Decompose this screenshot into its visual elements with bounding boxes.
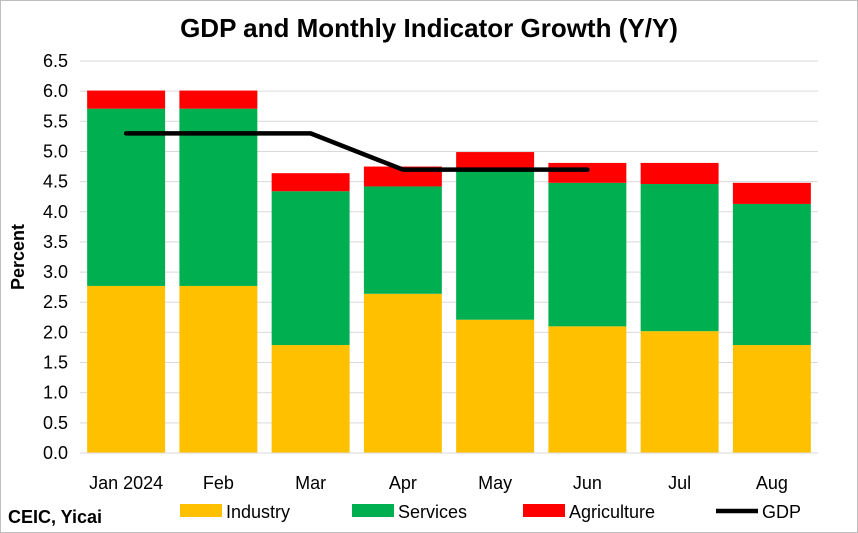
x-tick-label: Mar — [295, 473, 326, 493]
y-tick-label: 0.0 — [43, 443, 68, 463]
legend: Industry Services Agriculture GDP — [180, 502, 801, 522]
bar-agriculture — [87, 90, 166, 109]
y-tick-label: 1.5 — [43, 353, 68, 373]
bar-services — [456, 170, 535, 320]
legend-label-gdp: GDP — [762, 502, 801, 522]
bar-services — [271, 191, 350, 346]
y-tick-label: 3.0 — [43, 262, 68, 282]
x-axis-ticks: Jan 2024 Feb Mar Apr May Jun Jul Aug — [89, 473, 788, 493]
bar-industry — [732, 345, 811, 453]
x-tick-label: May — [478, 473, 512, 493]
bar-industry — [548, 326, 627, 453]
legend-label-agriculture: Agriculture — [569, 502, 655, 522]
bars — [87, 90, 811, 453]
y-axis-ticks: 0.0 0.5 1.0 1.5 2.0 2.5 3.0 3.5 4.0 4.5 5.0 5.5 6.0 6… — [43, 51, 68, 463]
legend-swatch-agriculture — [523, 504, 565, 517]
y-tick-label: 1.0 — [43, 383, 68, 403]
y-tick-label: 0.5 — [43, 413, 68, 433]
bar-industry — [179, 285, 258, 453]
bar-agriculture — [179, 90, 258, 109]
bar-industry — [456, 319, 535, 453]
bar-services — [640, 184, 719, 332]
bar-services — [548, 182, 627, 327]
bar-agriculture — [640, 162, 719, 185]
legend-swatch-services — [352, 504, 394, 517]
y-tick-label: 5.0 — [43, 141, 68, 161]
bar-industry — [87, 285, 166, 453]
y-tick-label: 6.0 — [43, 81, 68, 101]
bar-industry — [271, 345, 350, 453]
chart-title: GDP and Monthly Indicator Growth (Y/Y) — [180, 13, 678, 43]
x-tick-label: Aug — [756, 473, 788, 493]
y-axis-label: Percent — [8, 224, 28, 290]
y-tick-label: 3.5 — [43, 232, 68, 252]
x-tick-label: Jul — [668, 473, 691, 493]
x-tick-label: Feb — [203, 473, 234, 493]
y-tick-label: 4.5 — [43, 172, 68, 192]
x-tick-label: Jan 2024 — [89, 473, 163, 493]
y-tick-label: 2.5 — [43, 292, 68, 312]
bar-services — [179, 108, 258, 286]
y-tick-label: 5.5 — [43, 111, 68, 131]
y-tick-label: 6.5 — [43, 51, 68, 71]
bar-agriculture — [548, 162, 627, 183]
legend-label-industry: Industry — [226, 502, 290, 522]
bar-services — [363, 186, 442, 294]
gdp-line — [123, 131, 590, 172]
gdp-line-layer — [123, 131, 590, 172]
bar-industry — [363, 293, 442, 453]
bar-agriculture — [732, 182, 811, 204]
source-label: CEIC, Yicai — [8, 507, 102, 527]
x-tick-label: Jun — [573, 473, 602, 493]
bar-services — [87, 108, 166, 286]
x-tick-label: Apr — [389, 473, 417, 493]
y-tick-label: 2.0 — [43, 322, 68, 342]
bar-agriculture — [271, 173, 350, 192]
bar-industry — [640, 331, 719, 453]
bar-services — [732, 203, 811, 346]
y-tick-label: 4.0 — [43, 202, 68, 222]
bar-agriculture — [456, 152, 535, 171]
legend-swatch-industry — [180, 504, 222, 517]
legend-label-services: Services — [398, 502, 467, 522]
